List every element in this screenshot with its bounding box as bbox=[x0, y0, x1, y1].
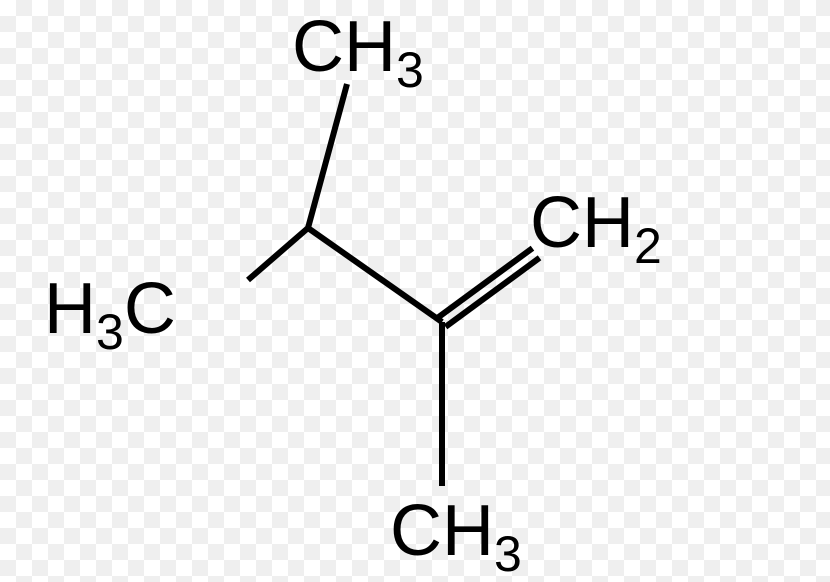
hydrogen-symbol: H bbox=[442, 491, 494, 571]
label-top-ch3: CH3 bbox=[292, 6, 424, 88]
label-bottom-ch3: CH3 bbox=[390, 490, 522, 572]
label-right-ch2: CH2 bbox=[530, 182, 662, 264]
molecule-diagram: CH3 H3C CH2 CH3 bbox=[0, 0, 830, 581]
bond-center bbox=[308, 228, 442, 322]
hydrogen-symbol: H bbox=[582, 183, 634, 263]
carbon-symbol: C bbox=[292, 7, 344, 87]
bond-left bbox=[248, 228, 308, 280]
subscript: 2 bbox=[634, 218, 662, 274]
subscript: 3 bbox=[494, 526, 522, 582]
bond-right-double bbox=[438, 248, 532, 317]
label-left-h3c: H3C bbox=[44, 268, 176, 350]
subscript: 3 bbox=[96, 304, 124, 360]
bond-top bbox=[308, 84, 347, 228]
carbon-symbol: C bbox=[530, 183, 582, 263]
hydrogen-symbol: H bbox=[344, 7, 396, 87]
carbon-symbol: C bbox=[390, 491, 442, 571]
hydrogen-symbol: H bbox=[44, 269, 96, 349]
subscript: 3 bbox=[396, 42, 424, 98]
carbon-symbol: C bbox=[124, 269, 176, 349]
bond-right-double bbox=[446, 258, 540, 327]
